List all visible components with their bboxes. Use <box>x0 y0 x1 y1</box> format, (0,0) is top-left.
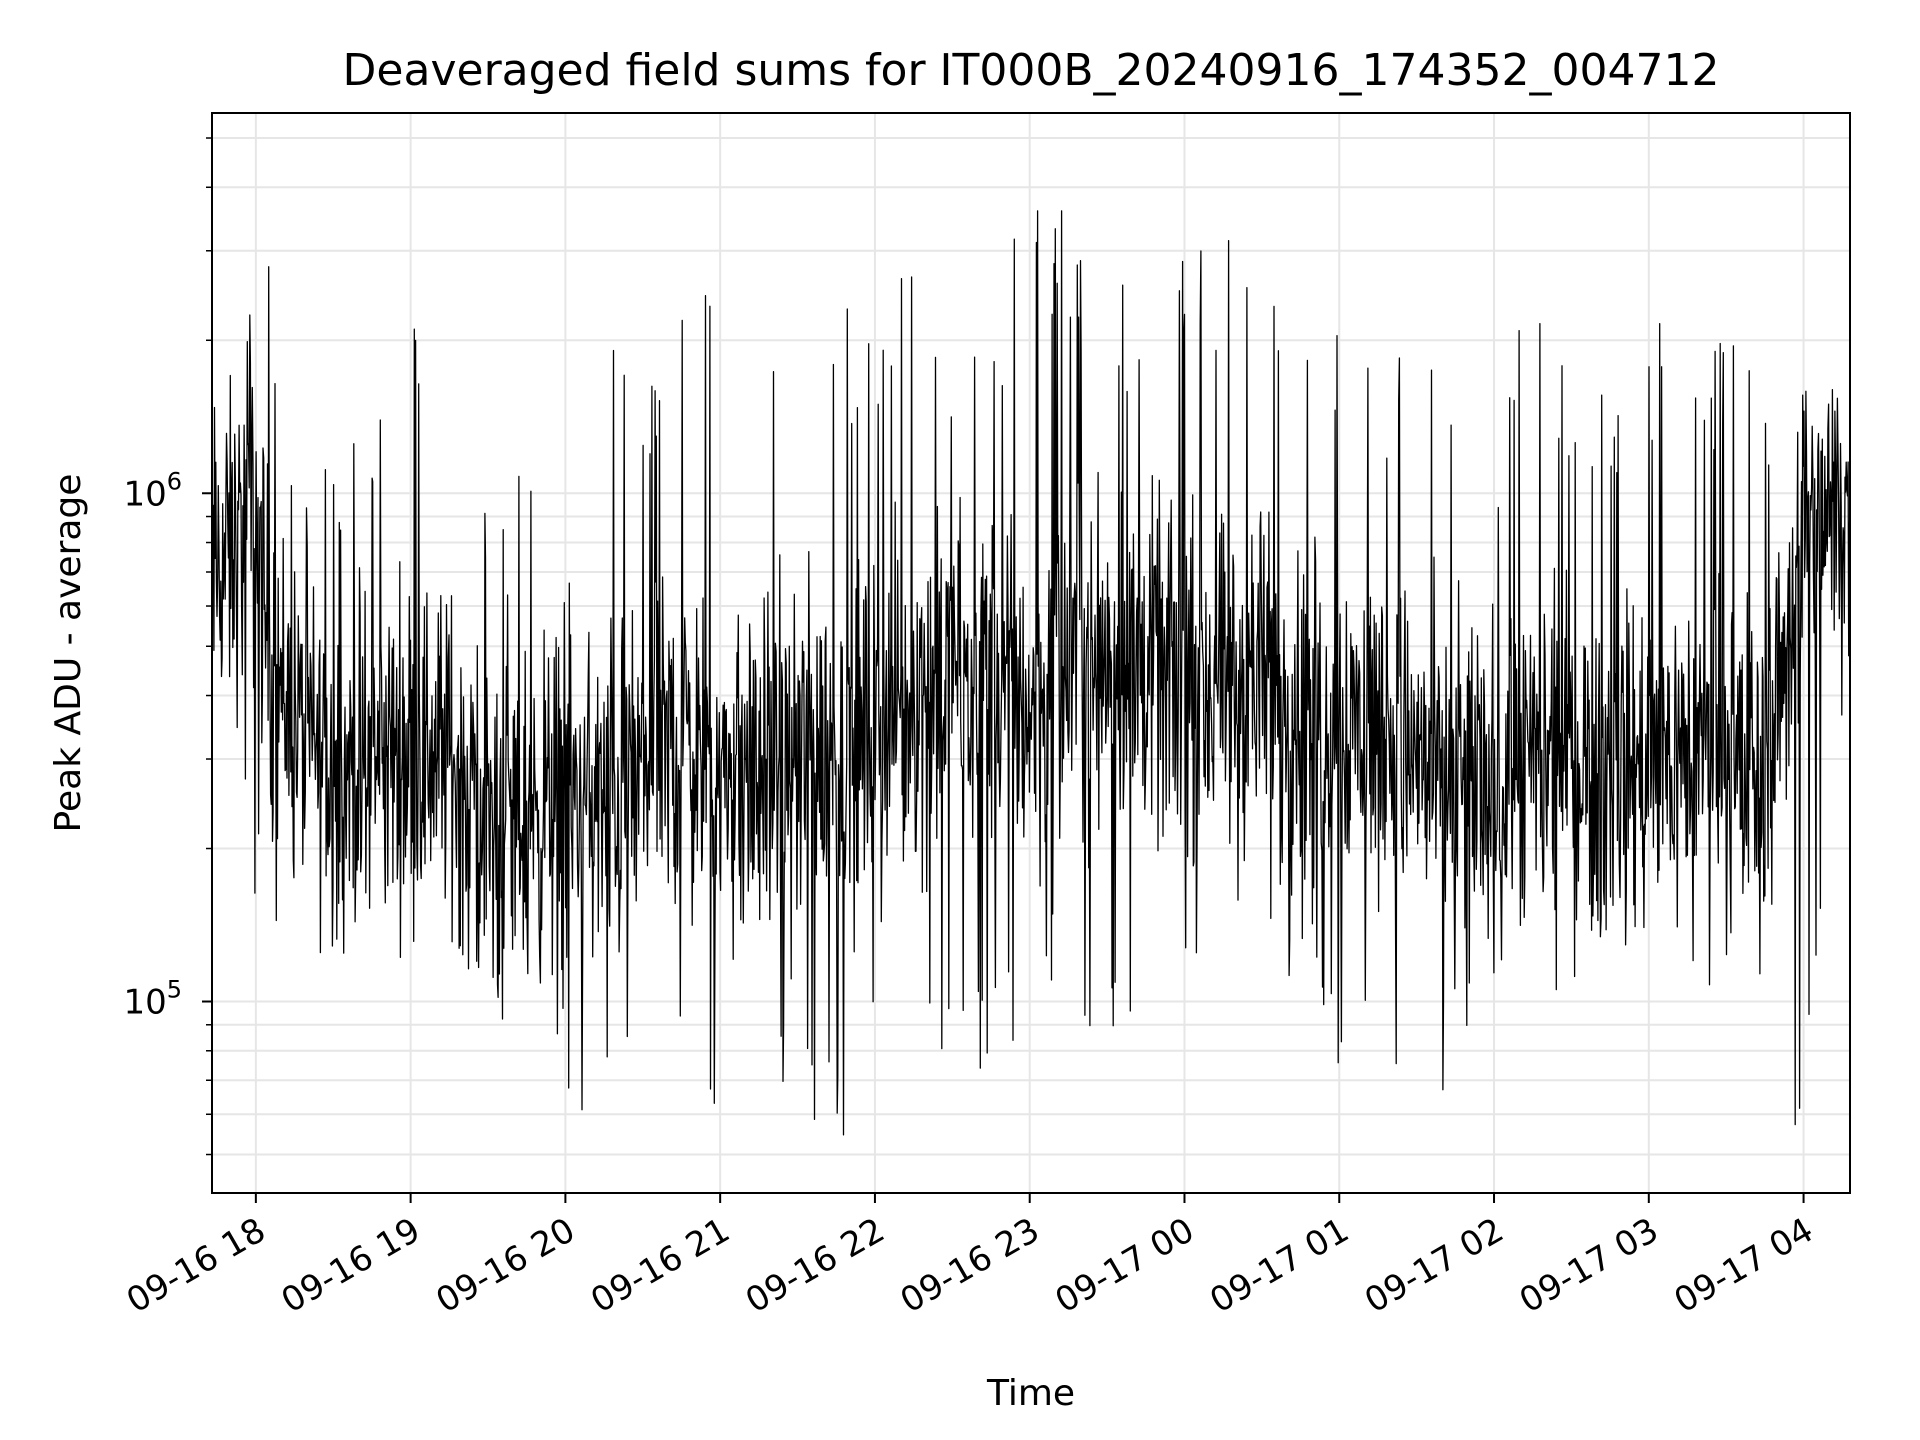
y-tick-base: 10 <box>123 983 166 1023</box>
plot-background <box>212 113 1850 1193</box>
y-tick-label: 106 <box>123 467 182 514</box>
y-tick-base: 10 <box>123 474 166 514</box>
series-line <box>211 210 1851 1136</box>
series-layer <box>211 210 1851 1136</box>
y-tick-exponent: 6 <box>167 467 182 495</box>
x-axis-label: Time <box>986 1373 1075 1414</box>
y-tick-label: 105 <box>123 976 182 1023</box>
chart-title: Deaveraged field sums for IT000B_2024091… <box>343 45 1720 96</box>
y-axis-label: Peak ADU - average <box>48 474 89 833</box>
y-tick-exponent: 5 <box>167 976 182 1004</box>
plot-frame <box>211 112 1851 1194</box>
